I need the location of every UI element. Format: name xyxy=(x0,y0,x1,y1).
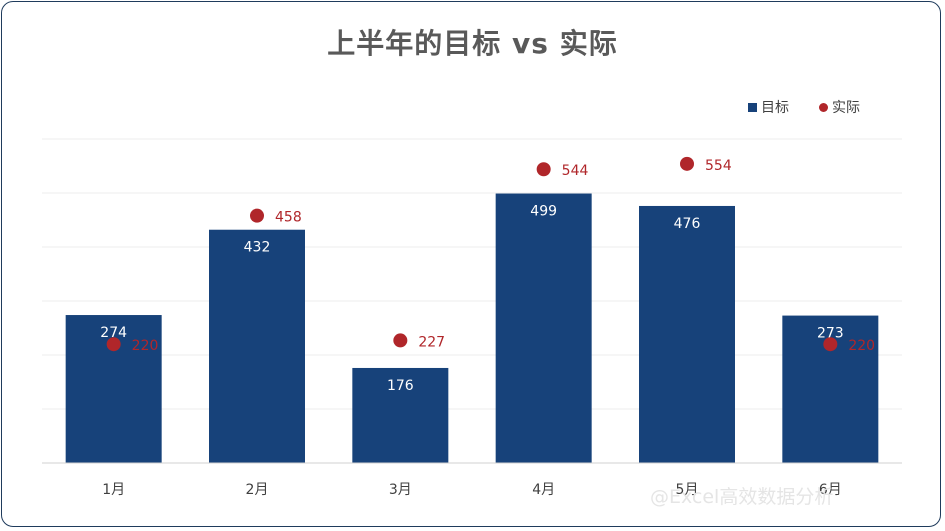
x-tick-label: 3月 xyxy=(389,482,412,498)
bar-value-label: 273 xyxy=(817,326,844,342)
actual-value-label: 220 xyxy=(848,338,875,354)
bar-value-label: 176 xyxy=(387,378,414,394)
actual-value-label: 227 xyxy=(418,334,445,350)
actual-point xyxy=(393,333,408,348)
x-tick-label: 1月 xyxy=(102,482,125,498)
legend-label-actual: 实际 xyxy=(832,100,860,116)
x-tick-label: 2月 xyxy=(246,482,269,498)
bar xyxy=(209,229,305,463)
actual-value-label: 458 xyxy=(275,210,302,226)
legend-item-actual: 实际 xyxy=(819,97,860,117)
actual-point xyxy=(250,208,264,223)
bar xyxy=(639,205,735,463)
legend-swatch-actual xyxy=(819,102,828,112)
actual-point xyxy=(536,162,551,177)
bar-value-label: 432 xyxy=(244,240,271,256)
actual-point xyxy=(823,337,838,352)
x-tick-label: 5月 xyxy=(676,482,699,498)
watermark: @Excel高效数据分析 xyxy=(650,486,834,508)
legend-swatch-target xyxy=(748,102,757,112)
actual-value-label: 220 xyxy=(132,338,159,354)
x-tick-label: 4月 xyxy=(532,482,555,498)
legend: 目标 实际 xyxy=(748,97,860,117)
chart-title: 上半年的目标 vs 实际 xyxy=(327,27,618,60)
x-tick-label: 6月 xyxy=(819,482,842,498)
actual-point xyxy=(680,156,694,171)
bar-value-label: 499 xyxy=(530,204,557,220)
bar-value-label: 274 xyxy=(100,325,127,341)
actual-value-label: 554 xyxy=(705,158,732,174)
bar-value-label: 476 xyxy=(674,216,701,232)
bar xyxy=(495,193,592,464)
bar xyxy=(352,367,449,463)
legend-item-target: 目标 xyxy=(748,97,789,117)
actual-point xyxy=(106,337,121,352)
actual-value-label: 544 xyxy=(562,163,589,179)
legend-label-target: 目标 xyxy=(761,100,789,116)
